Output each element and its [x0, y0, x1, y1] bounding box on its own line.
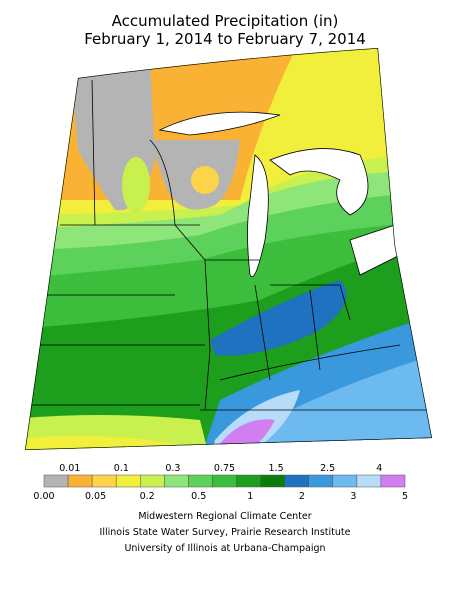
legend-swatch: [380, 474, 406, 488]
legend-swatch: [43, 474, 69, 488]
legend-label: 2: [299, 491, 305, 502]
legend-label: 0.2: [140, 491, 155, 502]
legend-label: 0.00: [33, 491, 54, 502]
legend-swatch: [236, 474, 261, 488]
legend-label: 0.75: [214, 463, 235, 474]
legend-label: 2.5: [320, 463, 335, 474]
legend-swatch: [332, 474, 358, 488]
legend-label: 0.1: [114, 463, 129, 474]
legend-label: 0.05: [85, 491, 106, 502]
legend-swatch: [212, 474, 237, 488]
title-line: Accumulated Precipitation (in): [112, 12, 339, 30]
legend-label: 0.3: [165, 463, 180, 474]
credit-line: University of Illinois at Urbana-Champai…: [124, 543, 325, 554]
credit-line: Midwestern Regional Climate Center: [138, 511, 311, 522]
legend-label: 0.5: [191, 491, 206, 502]
legend: 0.00 0.05 0.2 0.5 1 2 3 5 0.01 0.1 0.3 0.75 1.5 2.5 4: [33, 463, 408, 502]
credit-line: Illinois State Water Survey, Prairie Res…: [100, 527, 351, 538]
legend-swatch: [91, 474, 117, 488]
legend-label: 1: [247, 491, 253, 502]
title-line: February 1, 2014 to February 7, 2014: [84, 30, 366, 48]
legend-swatch: [308, 474, 334, 488]
legend-label: 4: [376, 463, 382, 474]
legend-label: 3: [350, 491, 356, 502]
legend-swatch: [188, 474, 213, 488]
legend-swatch: [284, 474, 309, 488]
legend-label: 1.5: [269, 463, 284, 474]
precipitation-map: [25, 48, 432, 450]
legend-label: 0.01: [59, 463, 80, 474]
legend-label: 5: [402, 491, 408, 502]
legend-swatch: [260, 474, 285, 488]
legend-swatch: [356, 474, 382, 488]
legend-swatch: [67, 474, 93, 488]
legend-swatch: [140, 474, 165, 488]
legend-swatch: [164, 474, 189, 488]
legend-swatch: [115, 474, 141, 488]
